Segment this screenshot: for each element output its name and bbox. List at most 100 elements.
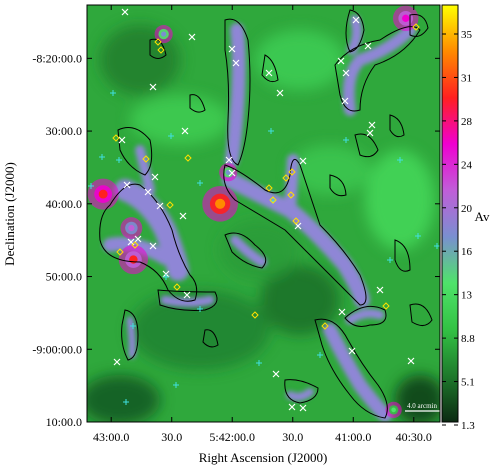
clump-peak	[402, 14, 410, 22]
x-marker	[348, 347, 356, 355]
x-tick-label: 30.0	[161, 430, 182, 444]
diamond-marker	[154, 38, 162, 46]
filament-emission	[103, 15, 416, 422]
x-marker	[228, 45, 236, 53]
x-tick-label: 43:00.0	[93, 430, 129, 444]
plus-marker	[317, 352, 323, 358]
colorbar-tick-label: 1.3	[461, 420, 475, 432]
diamond-marker	[288, 168, 296, 176]
plus-marker	[268, 128, 274, 134]
plus-marker	[123, 399, 129, 405]
x-marker	[151, 173, 159, 181]
y-tick-labels: -8:20:00.0 30:00.0 40:00.0 50:00.0 -9:00:00.…	[32, 51, 82, 429]
x-marker	[118, 136, 126, 144]
x-tick-label: 5:42:00.0	[209, 430, 255, 444]
y-tick-label: -8:20:00.0	[32, 51, 82, 65]
x-marker	[376, 286, 384, 294]
y-axis-title: Declination (J2000)	[2, 162, 17, 266]
x-marker	[181, 127, 189, 135]
x-marker	[232, 59, 240, 67]
diamond-marker	[166, 201, 174, 209]
x-marker	[225, 156, 233, 164]
x-axis-title: Right Ascension (J2000)	[199, 450, 328, 465]
diamond-marker	[116, 248, 124, 256]
clump-peak	[161, 31, 167, 37]
axis-ticks	[87, 5, 440, 423]
x-marker	[299, 157, 307, 165]
colorbar-tick-label: 13	[461, 290, 473, 302]
plus-marker	[116, 157, 122, 163]
x-marker	[276, 89, 284, 97]
x-marker	[265, 69, 273, 77]
diamond-marker	[131, 241, 139, 249]
y-tick-label: -9:00:00.0	[32, 342, 82, 356]
x-tick-label: 40:30.0	[396, 430, 432, 444]
x-tick-label: 41:00.0	[335, 430, 371, 444]
x-marker	[228, 169, 236, 177]
diamond-marker	[265, 184, 273, 192]
diamond-marker	[282, 174, 290, 182]
x-marker	[342, 69, 350, 77]
x-marker	[134, 235, 142, 243]
y-tick-label: 40:00.0	[46, 197, 82, 211]
av-contours	[99, 9, 433, 419]
diamond-marker	[251, 311, 259, 319]
x-marker	[364, 42, 372, 50]
colorbar-tick-label: 24	[461, 159, 473, 171]
plus-marker	[163, 274, 169, 280]
x-marker	[144, 188, 152, 196]
diamond-marker	[287, 191, 295, 199]
diamond-marker	[292, 217, 300, 225]
colorbar-tick-label: 8.8	[461, 333, 475, 345]
diamond-marker	[321, 322, 329, 330]
diamond-marker	[173, 283, 181, 291]
x-marker	[149, 83, 157, 91]
plus-marker	[197, 306, 203, 312]
plot-frame	[86, 4, 441, 423]
x-marker	[183, 291, 191, 299]
colorbar: 35 31 28 24 20 16 13 8.8 5.1 1.3 Av	[441, 4, 490, 432]
clump-peak	[98, 189, 108, 199]
plus-marker	[168, 133, 174, 139]
plus-marker	[130, 323, 136, 329]
x-marker	[288, 403, 296, 411]
plus-marker	[110, 90, 116, 96]
scale-bar: 4.0 arcmin	[405, 402, 440, 412]
plus-marker	[173, 382, 179, 388]
colorbar-tick-label: 31	[461, 72, 472, 84]
plus-marker	[434, 243, 440, 249]
diamond-marker	[184, 154, 192, 162]
diamond-marker	[157, 46, 165, 54]
x-marker	[337, 57, 345, 65]
plus-marker	[99, 154, 105, 160]
clump-peak	[128, 224, 135, 232]
diamond-marker	[412, 23, 420, 31]
x-marker	[366, 129, 374, 137]
colorbar-tick-label: 16	[461, 246, 473, 258]
x-marker	[188, 33, 196, 41]
plus-marker	[397, 157, 403, 163]
colorbar-tick-label: 28	[461, 116, 473, 128]
colorbar-tick-label: 20	[461, 203, 473, 215]
x-marker	[121, 8, 129, 16]
plus-marker	[88, 183, 94, 189]
colorbar-ticks: 35 31 28 24 20 16 13 8.8 5.1 1.3	[442, 29, 475, 432]
colorbar-tick-label: 35	[461, 29, 473, 41]
diamond-marker	[382, 302, 390, 310]
x-tick-labels: 43:00.0 30.0 5:42:00.0 30.0 41:00.0 40:30.0	[93, 430, 432, 444]
colorbar-gradient	[441, 4, 459, 423]
x-marker	[338, 308, 346, 316]
colorbar-tick-label: 5.1	[461, 377, 475, 389]
x-marker	[123, 181, 131, 189]
y-tick-label: 10:00.0	[46, 415, 82, 429]
x-marker	[407, 357, 415, 365]
plus-marker	[415, 233, 421, 239]
x-marker	[299, 404, 307, 412]
plus-marker	[387, 257, 393, 263]
y-tick-label: 30:00.0	[46, 124, 82, 138]
x-marker	[272, 370, 280, 378]
colorbar-title: Av	[475, 209, 490, 224]
x-marker	[156, 202, 164, 210]
y-tick-label: 50:00.0	[46, 270, 82, 284]
